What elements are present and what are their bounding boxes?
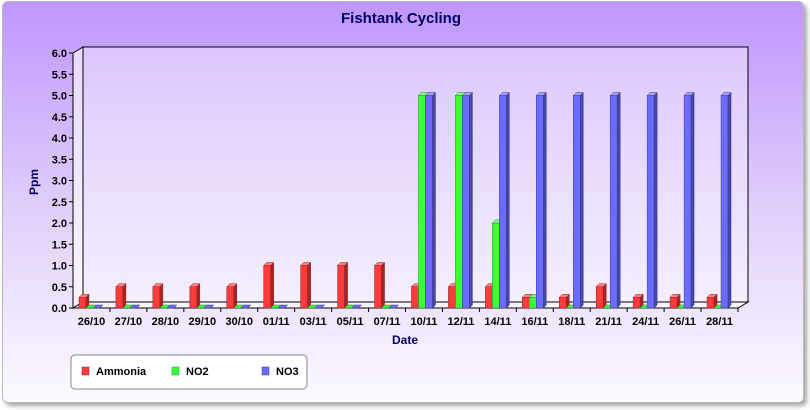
- legend-box: [70, 354, 308, 390]
- legend-swatch-ammonia: [81, 366, 90, 376]
- x-tick-label: 26/11: [669, 316, 696, 328]
- y-tick-label: 0.0: [52, 303, 67, 315]
- y-tick-label: 2.0: [52, 218, 67, 230]
- bar-ammonia-15: [632, 293, 644, 309]
- y-axis-label: Ppm: [27, 169, 41, 195]
- x-tick-label: 12/11: [447, 316, 474, 328]
- bar-no3-2: [166, 304, 178, 309]
- bar-no3-12: [535, 91, 547, 309]
- legend-swatch-no3: [261, 366, 270, 376]
- y-tick-label: 1.0: [52, 261, 67, 273]
- x-tick-label: 28/10: [152, 316, 180, 328]
- x-tick-label: 27/10: [115, 316, 143, 328]
- y-tick-label: 1.5: [52, 239, 67, 251]
- legend-label-no2: NO2: [186, 366, 209, 378]
- y-tick-label: 5.0: [52, 91, 67, 103]
- y-tick-label: 4.0: [52, 133, 67, 145]
- bar-ammonia-3: [189, 283, 201, 309]
- bar-no3-11: [498, 91, 510, 309]
- chart-card: Fishtank Cycling Ppm Date 0.0 0.5 1.0 1.5 2.…: [2, 1, 804, 403]
- x-tick-label: 14/11: [484, 316, 511, 328]
- bar-no3-16: [683, 91, 695, 309]
- y-tick-label: 6.0: [52, 48, 67, 60]
- chart-title: Fishtank Cycling: [341, 10, 461, 27]
- bar-ammonia-13: [558, 293, 570, 309]
- bar-ammonia-6: [300, 261, 312, 309]
- x-tick-label: 26/10: [78, 316, 106, 328]
- x-tick-label: 30/10: [225, 316, 253, 328]
- bar-no3-10: [461, 91, 474, 309]
- legend-swatch-no2: [171, 366, 180, 376]
- x-tick-label: 01/11: [263, 316, 290, 328]
- plot-side-wall: [72, 46, 84, 309]
- legend-label-ammonia: Ammonia: [96, 366, 147, 378]
- legend-label-no3: NO3: [276, 366, 299, 378]
- bar-no3-4: [240, 304, 252, 309]
- chart-background: [3, 2, 803, 402]
- y-tick-label: 4.5: [52, 112, 67, 124]
- y-tick-label: 3.0: [52, 176, 67, 188]
- y-tick-label: 2.5: [52, 197, 67, 209]
- bar-ammonia-7: [336, 261, 349, 309]
- bar-ammonia-8: [373, 261, 386, 309]
- bar-no3-15: [646, 91, 658, 309]
- bar-no3-9: [424, 91, 437, 309]
- x-tick-label: 10/11: [411, 316, 438, 328]
- plot-area: 0.0 0.5 1.0 1.5 2.0 2.5 3.0 3.5 4.0 4.5 5.0 5.5 6.0 2…: [52, 46, 750, 328]
- bar-no3-0: [92, 304, 104, 309]
- bar-no3-5: [277, 304, 289, 309]
- bar-ammonia-16: [669, 293, 681, 309]
- x-tick-label: 18/11: [558, 316, 585, 328]
- bar-no3-13: [572, 91, 584, 309]
- bar-ammonia-4: [226, 283, 238, 309]
- bar-ammonia-17: [706, 293, 718, 309]
- bar-no3-6: [314, 304, 326, 309]
- bar-no3-8: [387, 304, 400, 309]
- x-axis-label: Date: [392, 333, 418, 347]
- bar-ammonia-1: [115, 283, 127, 309]
- y-tick-label: 5.5: [52, 69, 67, 81]
- x-tick-label: 16/11: [521, 316, 548, 328]
- x-tick-label: 07/11: [374, 316, 401, 328]
- x-tick-label: 21/11: [595, 316, 622, 328]
- bar-ammonia-0: [78, 293, 90, 309]
- bar-no3-14: [609, 91, 621, 309]
- y-tick-label: 3.5: [52, 154, 67, 166]
- bar-no3-17: [720, 91, 732, 309]
- bar-no3-1: [129, 304, 141, 309]
- x-tick-label: 24/11: [632, 316, 659, 328]
- x-tick-label: 05/11: [337, 316, 364, 328]
- x-tick-label: 03/11: [300, 316, 327, 328]
- chart-svg: Fishtank Cycling Ppm Date 0.0 0.5 1.0 1.5 2.…: [3, 2, 803, 402]
- bar-no3-7: [350, 304, 363, 309]
- x-tick-label: 29/10: [189, 316, 217, 328]
- bar-no3-3: [203, 304, 215, 309]
- bar-ammonia-5: [263, 261, 275, 309]
- legend: Ammonia NO2 NO3: [70, 354, 308, 390]
- bar-ammonia-2: [152, 283, 164, 309]
- y-tick-label: 0.5: [52, 282, 67, 294]
- bar-ammonia-14: [595, 283, 607, 309]
- x-tick-label: 28/11: [706, 316, 733, 328]
